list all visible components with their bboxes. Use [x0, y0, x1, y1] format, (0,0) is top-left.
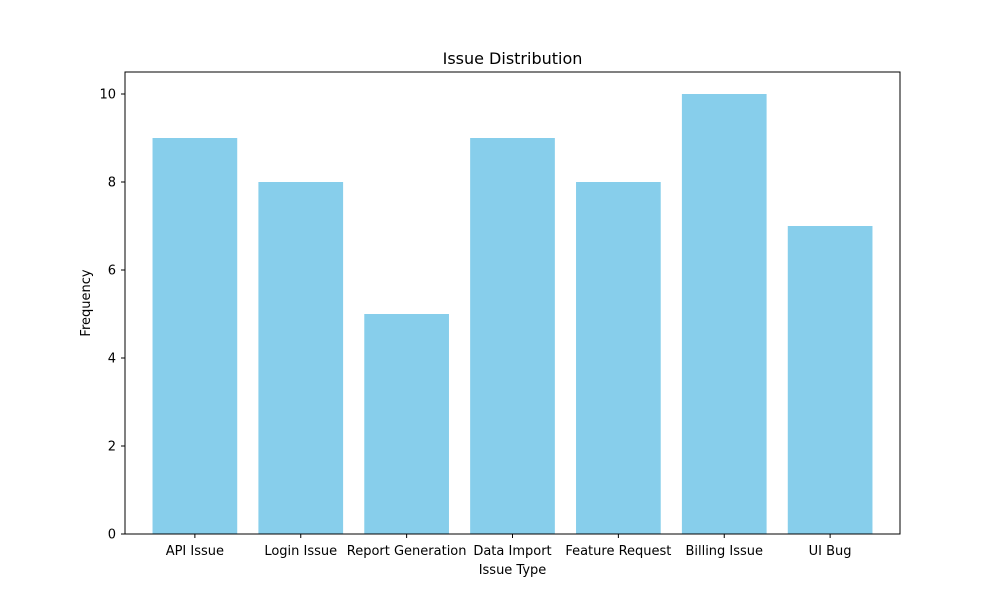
bar-api-issue — [152, 138, 238, 534]
y-axis-label: Frequency — [79, 269, 94, 336]
x-tick-label: API Issue — [166, 544, 224, 559]
bar-data-import — [470, 138, 555, 534]
bar-report-generation — [364, 314, 449, 534]
y-axis: 0 2 4 6 8 10 — [99, 88, 125, 543]
x-tick-label: UI Bug — [809, 544, 852, 559]
bar-billing-issue — [681, 94, 767, 534]
y-tick-label: 4 — [108, 352, 116, 367]
x-axis: API Issue Login Issue Report Generation Dat… — [166, 534, 852, 559]
x-tick-label: Data Import — [473, 544, 551, 559]
x-tick-label: Feature Request — [565, 544, 671, 559]
y-tick-label: 2 — [108, 440, 116, 455]
bar-feature-request — [576, 182, 661, 534]
x-tick-label: Login Issue — [264, 544, 337, 559]
x-tick-label: Billing Issue — [685, 544, 763, 559]
y-tick-label: 10 — [99, 88, 116, 103]
y-tick-label: 8 — [108, 176, 116, 191]
bar-ui-bug — [787, 226, 873, 534]
x-tick-label: Report Generation — [347, 544, 467, 559]
y-tick-label: 6 — [108, 264, 116, 279]
x-axis-label: Issue Type — [479, 563, 547, 578]
y-tick-label: 0 — [108, 528, 116, 543]
chart-title: Issue Distribution — [443, 49, 583, 68]
bar-login-issue — [258, 182, 344, 534]
bars-group — [152, 94, 873, 534]
